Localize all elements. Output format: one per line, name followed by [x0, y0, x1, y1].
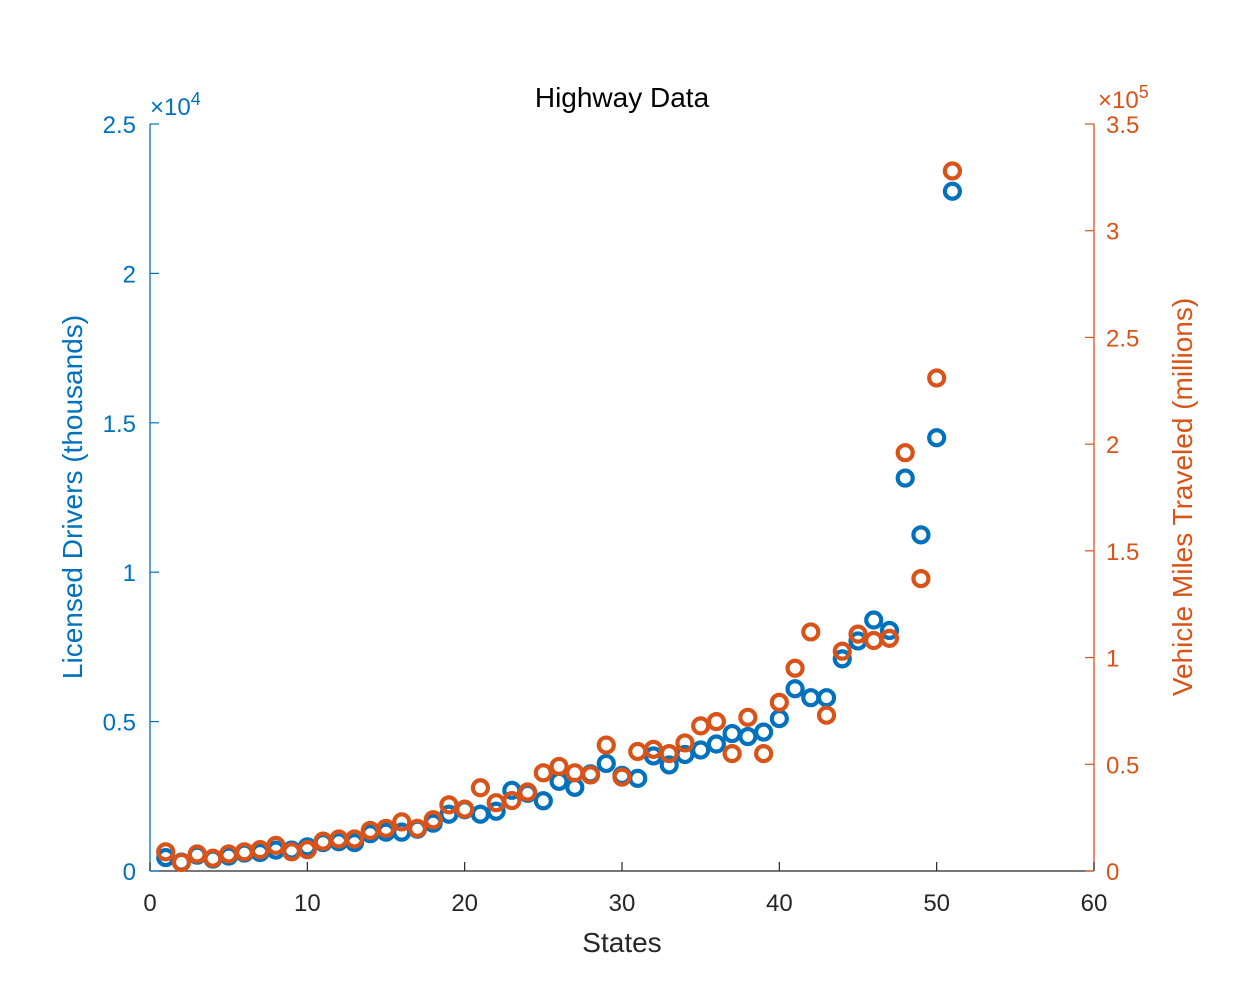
vehicle-miles-point [266, 835, 286, 855]
vehicle-miles-point [549, 756, 569, 777]
licensed-drivers-point [596, 753, 616, 774]
right-axis-exponent-power: 5 [1139, 82, 1149, 102]
licensed-drivers-point [533, 791, 553, 811]
vehicle-miles-point [769, 692, 789, 712]
vehicle-miles-point [911, 568, 931, 589]
vehicle-miles-point [423, 810, 443, 830]
left-tick-label: 0.5 [103, 710, 136, 737]
right-tick-label: 2 [1106, 432, 1119, 459]
vehicle-miles-point [801, 622, 821, 642]
left-tick-label: 2.5 [103, 112, 136, 139]
vehicle-miles-point [517, 782, 538, 802]
licensed-drivers-point [486, 801, 506, 821]
vehicle-miles-point [832, 641, 852, 661]
vehicle-miles-point [171, 852, 192, 873]
right-axis-title: Vehicle Miles Traveled (millions) [1167, 298, 1198, 696]
x-tick-label: 40 [766, 890, 793, 917]
vehicle-miles-point [455, 799, 475, 819]
vehicle-miles-point [895, 443, 915, 463]
right-tick-label: 1.5 [1106, 539, 1139, 566]
vehicle-miles-point [706, 711, 727, 732]
left-tick-label: 0 [123, 859, 136, 886]
vehicle-miles-series [156, 161, 963, 873]
right-axis-exponent-label: ×105 [1098, 82, 1149, 114]
left-tick-label: 1.5 [103, 411, 136, 438]
left-axis-exponent-power: 4 [191, 89, 201, 109]
axes-layer: 0 10 20 30 40 50 60 0 0.5 1 1.5 2 2.5 0 0.5 1 1.5 2 2.5 3 3.… [103, 112, 1140, 917]
licensed-drivers-point [832, 649, 852, 669]
x-tick-label: 20 [451, 890, 478, 917]
vehicle-miles-point [659, 744, 679, 764]
vehicle-miles-point [942, 161, 963, 181]
right-tick-label: 3 [1106, 219, 1119, 246]
licensed-drivers-point [864, 610, 884, 630]
licensed-drivers-point [659, 755, 679, 775]
left-tick-label: 1 [123, 560, 136, 587]
vehicle-miles-point [156, 842, 176, 862]
licensed-drivers-point [753, 722, 774, 742]
left-axis-title: Licensed Drivers (thousands) [57, 315, 88, 679]
vehicle-miles-point [927, 368, 947, 388]
vehicle-miles-point [753, 744, 774, 764]
right-tick-label: 1 [1106, 646, 1119, 673]
vehicle-miles-point [376, 818, 396, 838]
vehicle-miles-point [297, 840, 317, 860]
right-tick-label: 2.5 [1106, 325, 1139, 352]
vehicle-miles-point [722, 744, 742, 764]
x-tick-label: 60 [1081, 890, 1108, 917]
vehicle-miles-point [407, 818, 428, 838]
licensed-drivers-point [895, 468, 915, 488]
x-tick-label: 10 [294, 890, 321, 917]
vehicle-miles-point [879, 628, 900, 648]
x-tick-label: 50 [923, 890, 950, 917]
left-axis-exponent-base: ×10 [150, 94, 191, 121]
vehicle-miles-point [785, 658, 805, 678]
licensed-drivers-point [691, 740, 711, 760]
licensed-drivers-point [706, 734, 727, 754]
x-tick-label: 0 [143, 890, 156, 917]
x-tick-label: 30 [609, 890, 636, 917]
vehicle-miles-point [533, 763, 553, 783]
vehicle-miles-point [470, 778, 490, 798]
vehicle-miles-point [596, 735, 616, 755]
right-tick-label: 0.5 [1106, 752, 1139, 779]
series-layer [156, 161, 963, 873]
vehicle-miles-point [675, 733, 695, 753]
vehicle-miles-point [612, 767, 632, 787]
left-tick-label: 2 [123, 261, 136, 288]
licensed-drivers-point [942, 181, 963, 201]
vehicle-miles-point [848, 624, 868, 644]
vehicle-miles-point [816, 705, 837, 725]
licensed-drivers-point [911, 525, 931, 545]
vehicle-miles-point [392, 812, 412, 832]
left-axis-exponent-label: ×104 [150, 89, 201, 121]
licensed-drivers-point [816, 688, 837, 708]
right-tick-label: 3.5 [1106, 112, 1139, 139]
licensed-drivers-point [879, 620, 900, 641]
licensed-drivers-point [927, 428, 947, 448]
vehicle-miles-point [580, 765, 601, 785]
right-tick-label: 0 [1106, 859, 1119, 886]
x-axis-title: States [582, 927, 661, 958]
chart-title: Highway Data [535, 82, 710, 113]
vehicle-miles-point [738, 707, 758, 727]
licensed-drivers-point [785, 679, 805, 699]
vehicle-miles-point [344, 829, 365, 849]
right-axis-exponent-base: ×10 [1098, 87, 1139, 114]
vehicle-miles-point [502, 790, 522, 811]
